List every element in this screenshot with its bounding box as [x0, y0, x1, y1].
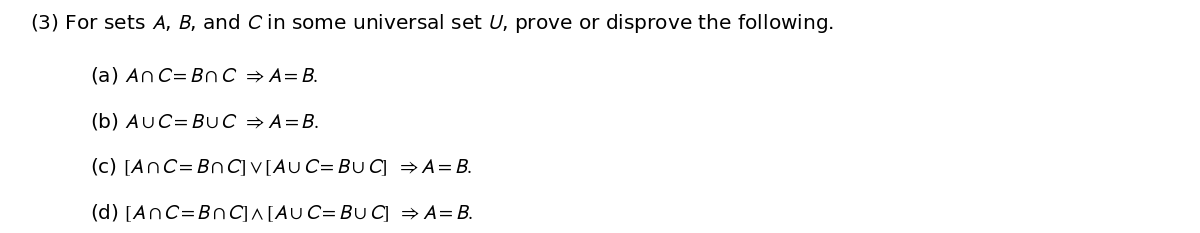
Text: (3) For sets $A$, $B$, and $C$ in some universal set $U$, prove or disprove the : (3) For sets $A$, $B$, and $C$ in some u… — [30, 12, 834, 35]
Text: (d) $[A \cap C = B \cap C] \wedge [A \cup C = B \cup C] \;\;\Rightarrow A = B.$: (d) $[A \cap C = B \cap C] \wedge [A \cu… — [90, 203, 474, 224]
Text: (b) $A \cup C = B \cup C \;\;\Rightarrow A = B.$: (b) $A \cup C = B \cup C \;\;\Rightarrow… — [90, 111, 319, 132]
Text: (a) $A \cap C = B \cap C \;\;\Rightarrow A = B.$: (a) $A \cap C = B \cap C \;\;\Rightarrow… — [90, 65, 318, 86]
Text: (c) $[A \cap C = B \cap C] \vee [A \cup C = B \cup C] \;\;\Rightarrow A = B.$: (c) $[A \cap C = B \cap C] \vee [A \cup … — [90, 156, 472, 178]
